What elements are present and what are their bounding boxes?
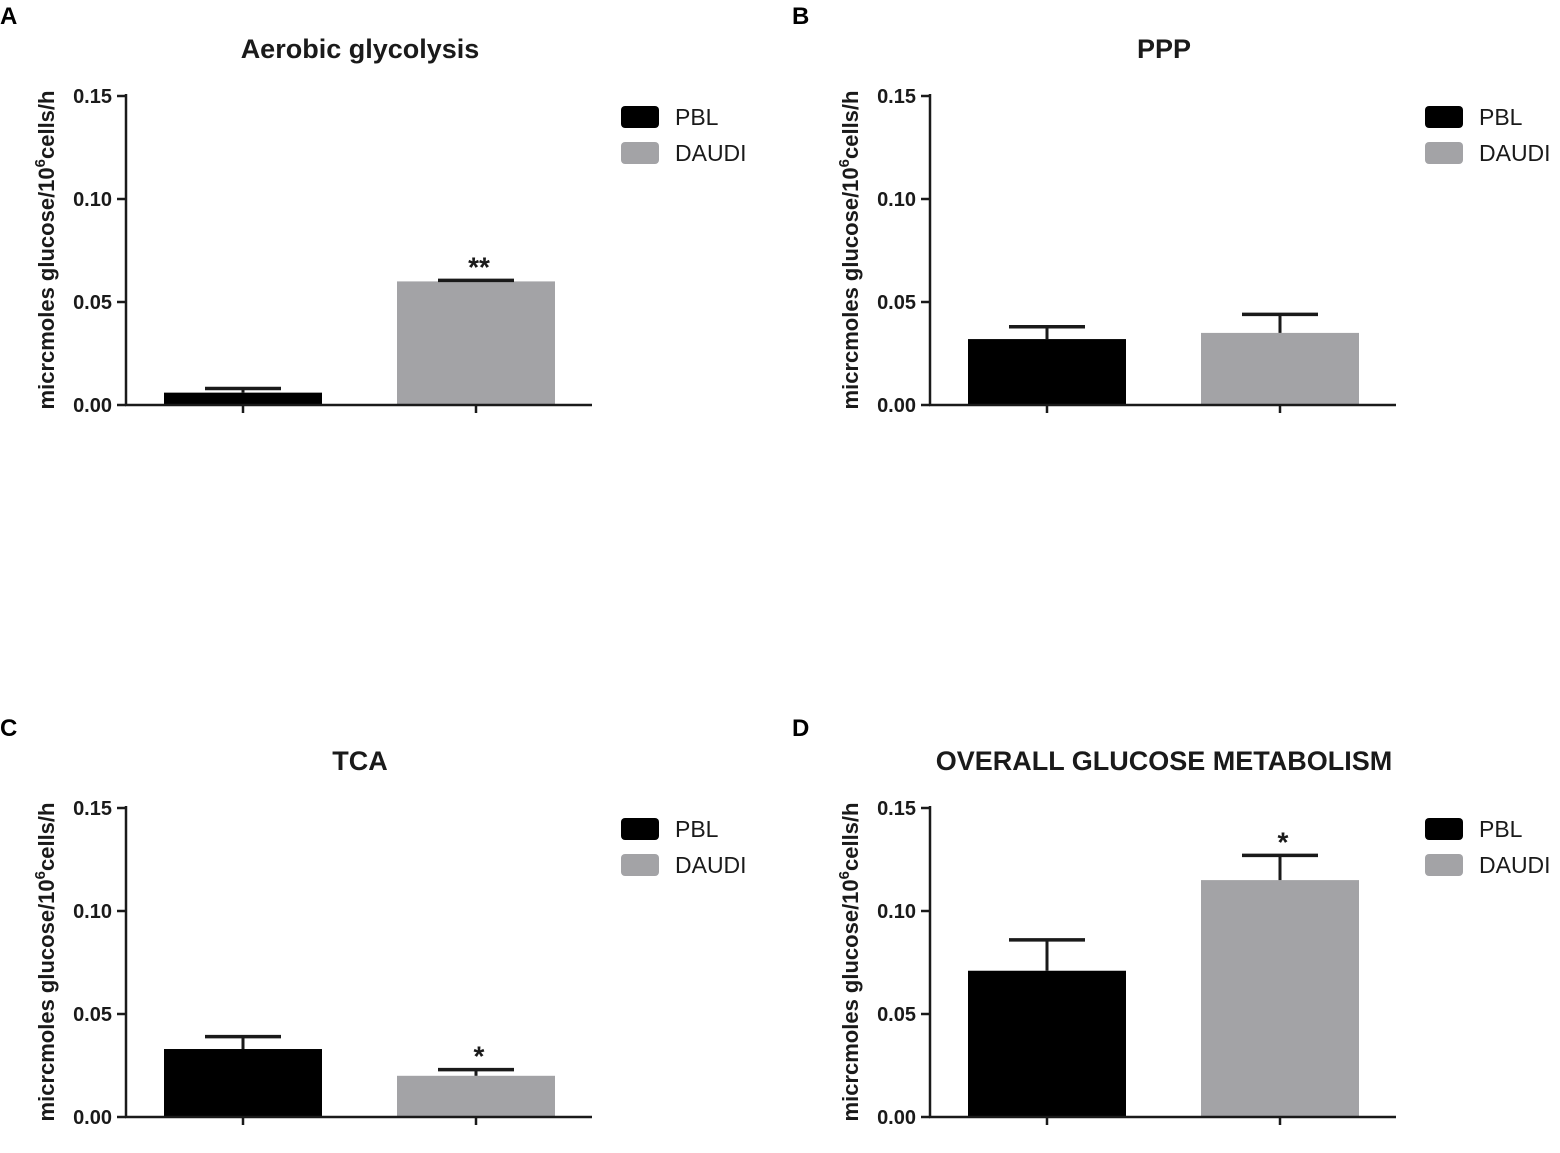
legend-swatch-a-pbl <box>621 106 659 128</box>
panel-letter-a: A <box>0 3 17 30</box>
significance-d-daudi: * <box>1278 826 1289 857</box>
legend-label-b-daudi: DAUDI <box>1479 140 1551 166</box>
y-axis-label-d: micrcmoles glucose/106cells/h <box>836 803 863 1122</box>
panel-d: D OVERALL GLUCOSE METABOLISM micrcmoles gl… <box>792 715 1551 1129</box>
bar-b-daudi <box>1201 332 1359 405</box>
y-axis-label-part: cells/h <box>838 91 863 159</box>
bar-d-daudi <box>1201 880 1359 1117</box>
y-axis-label-part: micrcmoles glucose/10 <box>34 167 59 409</box>
bar-a-daudi <box>397 281 555 405</box>
y-axis-label-c: micrcmoles glucose/106cells/h <box>32 803 59 1122</box>
legend-label-b-pbl: PBL <box>1479 104 1523 130</box>
y-tick-label-c: 0.10 <box>73 901 112 923</box>
y-tick-label-b: 0.00 <box>877 395 916 417</box>
y-tick-label-a: 0.05 <box>73 292 112 314</box>
chart-title-c: TCA <box>332 746 388 776</box>
y-axis-label-part: cells/h <box>34 91 59 159</box>
y-tick-label-b: 0.10 <box>877 189 916 211</box>
panel-b: B PPP micrcmoles glucose/106cells/h 0.00 0.0… <box>792 3 1551 417</box>
y-axis-label-superscript: 6 <box>836 159 853 167</box>
y-axis-label-part: micrcmoles glucose/10 <box>838 167 863 409</box>
y-tick-label-a: 0.10 <box>73 189 112 211</box>
chart-title-a: Aerobic glycolysis <box>241 34 480 64</box>
legend-swatch-b-daudi <box>1425 142 1463 164</box>
y-tick-label-b: 0.05 <box>877 292 916 314</box>
y-axis-label-b: micrcmoles glucose/106cells/h <box>836 91 863 410</box>
y-tick-label-c: 0.00 <box>73 1107 112 1129</box>
bar-b-pbl <box>968 339 1126 405</box>
panel-letter-d: D <box>792 715 809 742</box>
y-tick-label-b: 0.15 <box>877 86 916 108</box>
chart-title-b: PPP <box>1137 34 1191 64</box>
y-axis-label-superscript: 6 <box>836 871 853 879</box>
y-tick-label-a: 0.00 <box>73 395 112 417</box>
y-axis-label-part: cells/h <box>34 803 59 871</box>
y-tick-label-d: 0.15 <box>877 798 916 820</box>
legend-swatch-d-pbl <box>1425 818 1463 840</box>
bar-c-daudi <box>397 1075 555 1117</box>
legend-swatch-c-pbl <box>621 818 659 840</box>
legend-swatch-c-daudi <box>621 854 659 876</box>
legend-label-c-pbl: PBL <box>675 816 719 842</box>
legend-label-a-daudi: DAUDI <box>675 140 747 166</box>
legend-swatch-d-daudi <box>1425 854 1463 876</box>
panel-c: C TCA micrcmoles glucose/106cells/h * 0.00 0.… <box>0 715 747 1129</box>
significance-a-daudi: ** <box>468 251 490 282</box>
y-tick-label-d: 0.10 <box>877 901 916 923</box>
legend-label-a-pbl: PBL <box>675 104 719 130</box>
y-tick-label-a: 0.15 <box>73 86 112 108</box>
y-tick-label-d: 0.05 <box>877 1004 916 1026</box>
significance-c-daudi: * <box>474 1041 485 1072</box>
panel-letter-c: C <box>0 715 17 742</box>
y-axis-label-a: micrcmoles glucose/106cells/h <box>32 91 59 410</box>
panel-letter-b: B <box>792 3 809 30</box>
legend-swatch-a-daudi <box>621 142 659 164</box>
legend-label-d-daudi: DAUDI <box>1479 852 1551 878</box>
legend-label-c-daudi: DAUDI <box>675 852 747 878</box>
y-axis-label-part: micrcmoles glucose/10 <box>838 879 863 1121</box>
legend-swatch-b-pbl <box>1425 106 1463 128</box>
bar-d-pbl <box>968 970 1126 1117</box>
y-axis-label-superscript: 6 <box>32 871 49 879</box>
y-axis-label-part: micrcmoles glucose/10 <box>34 879 59 1121</box>
panel-a: A Aerobic glycolysis micrcmoles glucose/10… <box>0 3 747 417</box>
bar-c-pbl <box>164 1049 322 1117</box>
y-axis-label-part: cells/h <box>838 803 863 871</box>
legend-label-d-pbl: PBL <box>1479 816 1523 842</box>
bar-a-pbl <box>164 392 322 405</box>
y-tick-label-c: 0.15 <box>73 798 112 820</box>
y-tick-label-c: 0.05 <box>73 1004 112 1026</box>
y-tick-label-d: 0.00 <box>877 1107 916 1129</box>
chart-title-d: OVERALL GLUCOSE METABOLISM <box>936 746 1393 776</box>
y-axis-label-superscript: 6 <box>32 159 49 167</box>
